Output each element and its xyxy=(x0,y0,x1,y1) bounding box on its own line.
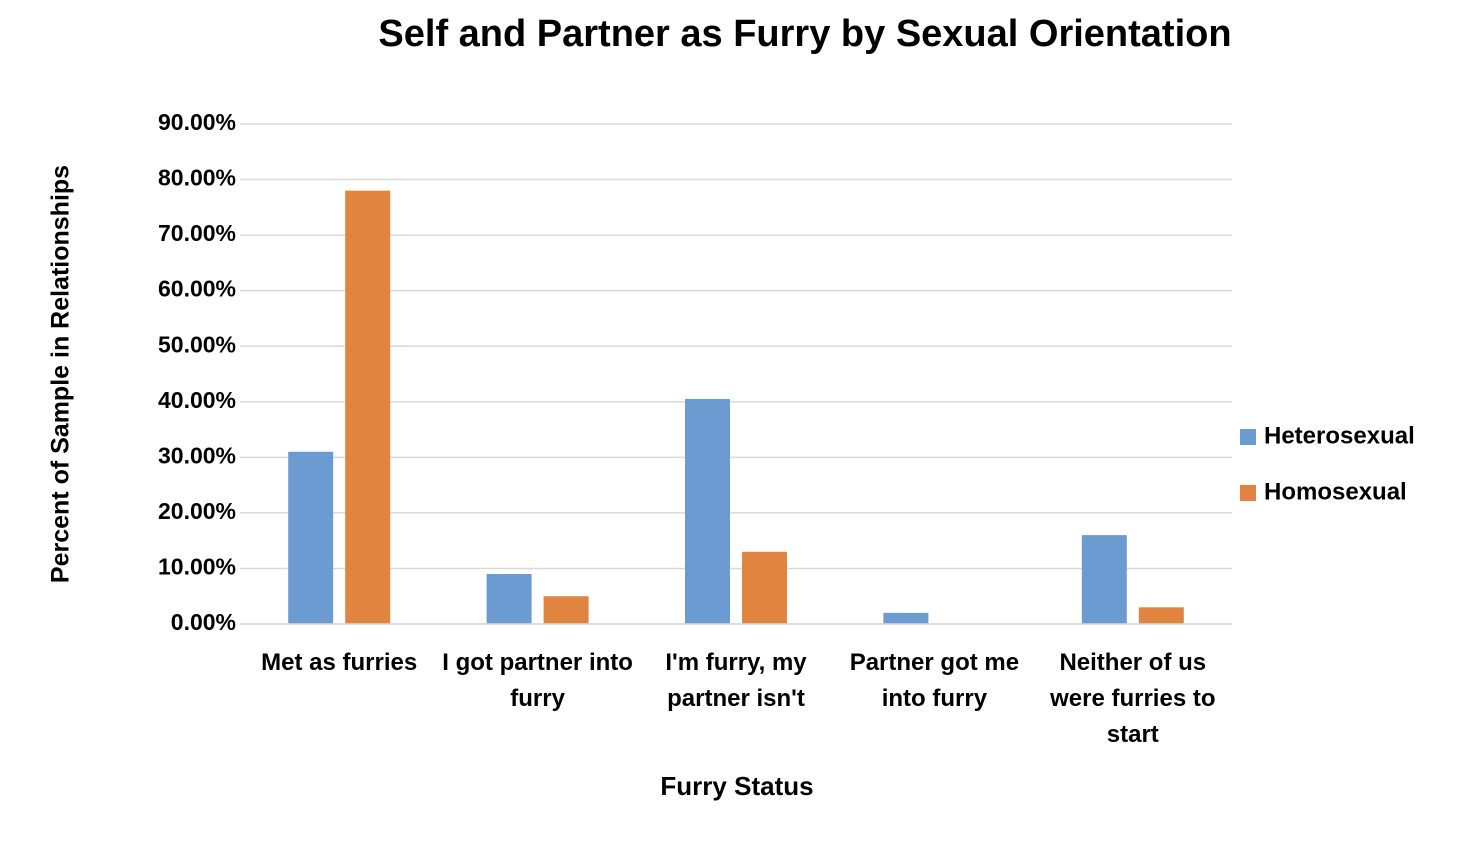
y-tick-label: 0.00% xyxy=(171,609,236,635)
y-tick-label: 80.00% xyxy=(158,165,236,191)
legend-label: Heterosexual xyxy=(1264,422,1415,449)
legend-label: Homosexual xyxy=(1264,478,1407,505)
y-tick-label: 70.00% xyxy=(158,220,236,246)
bar xyxy=(345,190,391,624)
y-axis-title: Percent of Sample in Relationships xyxy=(47,165,75,583)
y-tick-label: 40.00% xyxy=(158,387,236,413)
x-tick-label: Neither of us were furries to start xyxy=(1050,649,1216,748)
y-tick-label: 20.00% xyxy=(158,498,236,524)
bar xyxy=(685,399,730,624)
y-tick-label: 60.00% xyxy=(158,276,236,302)
x-tick-label: I'm furry, my partner isn't xyxy=(665,649,807,712)
legend-swatch xyxy=(1240,429,1256,445)
x-axis-title: Furry Status xyxy=(660,771,813,801)
legend-swatch xyxy=(1240,485,1256,501)
bar xyxy=(543,596,589,624)
y-tick-label: 90.00% xyxy=(158,109,236,135)
bar xyxy=(1138,607,1184,624)
y-tick-label: 50.00% xyxy=(158,331,236,357)
bar xyxy=(288,451,334,624)
bar xyxy=(486,574,532,624)
y-tick-label: 10.00% xyxy=(158,554,236,580)
x-tick-label: Met as furries xyxy=(261,649,418,676)
bar xyxy=(742,551,787,624)
bar xyxy=(883,612,929,624)
y-tick-label: 30.00% xyxy=(158,442,236,468)
bar xyxy=(1081,535,1127,624)
x-tick-label: Partner got me into furry xyxy=(849,649,1020,712)
x-tick-label: I got partner into furry xyxy=(442,649,633,712)
chart-title: Self and Partner as Furry by Sexual Orie… xyxy=(378,13,1231,55)
